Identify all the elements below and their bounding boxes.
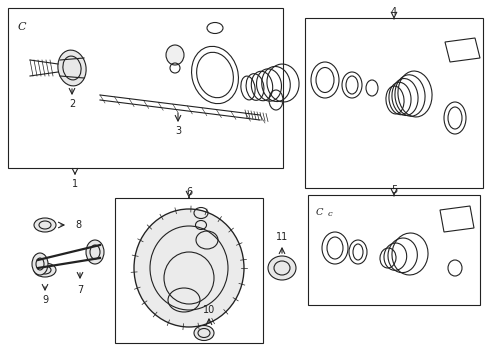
Text: 9: 9 — [42, 295, 48, 305]
Bar — [8, 8, 283, 168]
Text: 4: 4 — [391, 7, 397, 17]
Ellipse shape — [86, 240, 104, 264]
Bar — [308, 195, 480, 305]
Text: 3: 3 — [175, 126, 181, 136]
Ellipse shape — [58, 50, 86, 86]
Ellipse shape — [32, 253, 48, 275]
Text: 5: 5 — [391, 185, 397, 195]
Text: 6: 6 — [186, 187, 192, 197]
Text: 8: 8 — [75, 220, 81, 230]
Ellipse shape — [34, 263, 56, 277]
Ellipse shape — [194, 325, 214, 341]
Bar — [305, 18, 483, 188]
Ellipse shape — [268, 256, 296, 280]
Text: 1: 1 — [72, 179, 78, 189]
Text: C: C — [18, 22, 26, 32]
Ellipse shape — [34, 218, 56, 232]
Ellipse shape — [134, 209, 244, 327]
Text: 11: 11 — [276, 232, 288, 242]
Ellipse shape — [166, 45, 184, 65]
Bar — [115, 198, 263, 343]
Text: 2: 2 — [69, 99, 75, 109]
Text: C: C — [316, 208, 323, 217]
Text: 7: 7 — [77, 285, 83, 295]
Text: c: c — [328, 210, 333, 218]
Text: 10: 10 — [203, 305, 215, 315]
